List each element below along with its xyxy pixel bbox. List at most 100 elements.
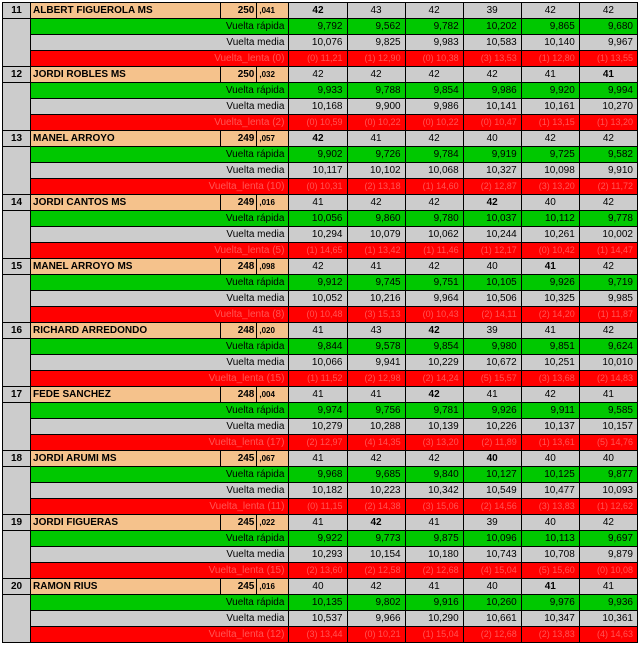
- slow-lap-value: (2) 14,24: [405, 371, 463, 387]
- slow-lap-value: (4) 14,35: [347, 435, 405, 451]
- slow-lap-value: (5) 15,57: [463, 371, 521, 387]
- total-laps: 245: [221, 451, 257, 467]
- avg-lap-value: 9,966: [347, 611, 405, 627]
- fast-lap-value: 9,719: [579, 275, 637, 291]
- fast-lap-value: 9,980: [463, 339, 521, 355]
- total-laps: 248: [221, 387, 257, 403]
- heat-lap-count: 40: [463, 259, 521, 275]
- slow-lap-label: Vuelta_lenta (8): [31, 307, 289, 323]
- fast-lap-value: 9,788: [347, 83, 405, 99]
- slow-lap-value: (2) 12,97: [289, 435, 347, 451]
- slow-lap-value: (2) 13,83: [521, 627, 579, 643]
- total-laps: 250: [221, 67, 257, 83]
- heat-lap-count: 42: [579, 515, 637, 531]
- avg-lap-value: 10,068: [405, 163, 463, 179]
- driver-name: ALBERT FIGUEROLA MS: [31, 3, 221, 19]
- fast-lap-value: 9,624: [579, 339, 637, 355]
- slow-lap-value: (0) 10,59: [289, 115, 347, 131]
- fast-lap-value: 9,922: [289, 531, 347, 547]
- slow-lap-value: (1) 12,62: [579, 499, 637, 515]
- fast-lap-value: 9,726: [347, 147, 405, 163]
- slow-lap-value: (2) 14,38: [347, 499, 405, 515]
- heat-lap-count: 41: [521, 259, 579, 275]
- total-decimal: ,041: [257, 3, 289, 19]
- avg-lap-value: 10,180: [405, 547, 463, 563]
- heat-lap-count: 39: [463, 3, 521, 19]
- heat-lap-count: 41: [463, 387, 521, 403]
- fast-lap-value: 9,919: [463, 147, 521, 163]
- slow-lap-value: (0) 10,08: [579, 563, 637, 579]
- avg-lap-value: 10,293: [289, 547, 347, 563]
- fast-lap-label: Vuelta rápida: [31, 467, 289, 483]
- fast-lap-label: Vuelta rápida: [31, 19, 289, 35]
- avg-lap-value: 10,661: [463, 611, 521, 627]
- avg-lap-value: 10,117: [289, 163, 347, 179]
- heat-lap-count: 42: [405, 387, 463, 403]
- fast-lap-value: 9,912: [289, 275, 347, 291]
- position-cell: 13: [3, 131, 31, 147]
- slow-lap-value: (3) 13,44: [289, 627, 347, 643]
- fast-lap-value: 9,968: [289, 467, 347, 483]
- spacer: [3, 275, 31, 323]
- fast-lap-value: 9,802: [347, 595, 405, 611]
- heat-lap-count: 41: [289, 195, 347, 211]
- slow-lap-value: (1) 12,90: [347, 51, 405, 67]
- slow-lap-value: (1) 14,60: [405, 179, 463, 195]
- avg-lap-value: 10,102: [347, 163, 405, 179]
- spacer: [3, 339, 31, 387]
- fast-lap-value: 9,926: [463, 403, 521, 419]
- fast-lap-value: 9,860: [347, 211, 405, 227]
- avg-lap-value: 10,506: [463, 291, 521, 307]
- heat-lap-count: 41: [289, 323, 347, 339]
- slow-lap-value: (1) 13,15: [521, 115, 579, 131]
- total-laps: 249: [221, 131, 257, 147]
- slow-lap-value: (1) 12,80: [521, 51, 579, 67]
- heat-lap-count: 42: [579, 323, 637, 339]
- spacer: [3, 467, 31, 515]
- heat-lap-count: 41: [405, 579, 463, 595]
- slow-lap-value: (2) 12,58: [347, 563, 405, 579]
- slow-lap-label: Vuelta_lenta (17): [31, 435, 289, 451]
- total-decimal: ,020: [257, 323, 289, 339]
- fast-lap-value: 10,260: [463, 595, 521, 611]
- slow-lap-value: (3) 15,13: [347, 307, 405, 323]
- slow-lap-value: (0) 10,21: [347, 627, 405, 643]
- fast-lap-value: 9,851: [521, 339, 579, 355]
- fast-lap-value: 9,562: [347, 19, 405, 35]
- fast-lap-label: Vuelta rápida: [31, 275, 289, 291]
- driver-name: FEDE SANCHEZ: [31, 387, 221, 403]
- avg-lap-value: 9,879: [579, 547, 637, 563]
- position-cell: 11: [3, 3, 31, 19]
- avg-lap-value: 10,549: [463, 483, 521, 499]
- heat-lap-count: 42: [579, 195, 637, 211]
- total-decimal: ,067: [257, 451, 289, 467]
- heat-lap-count: 40: [463, 131, 521, 147]
- total-laps: 248: [221, 259, 257, 275]
- fast-lap-value: 9,916: [405, 595, 463, 611]
- avg-lap-value: 9,964: [405, 291, 463, 307]
- spacer: [3, 403, 31, 451]
- slow-lap-value: (0) 10,48: [289, 307, 347, 323]
- slow-lap-value: (2) 14,20: [521, 307, 579, 323]
- slow-lap-value: (2) 14,11: [463, 307, 521, 323]
- heat-lap-count: 42: [579, 131, 637, 147]
- heat-lap-count: 42: [521, 387, 579, 403]
- total-decimal: ,098: [257, 259, 289, 275]
- avg-lap-value: 9,967: [579, 35, 637, 51]
- fast-lap-value: 9,697: [579, 531, 637, 547]
- driver-name: MANEL ARROYO MS: [31, 259, 221, 275]
- fast-lap-value: 10,202: [463, 19, 521, 35]
- slow-lap-value: (5) 14,76: [579, 435, 637, 451]
- avg-lap-value: 10,062: [405, 227, 463, 243]
- slow-lap-value: (1) 11,46: [405, 243, 463, 259]
- total-decimal: ,022: [257, 515, 289, 531]
- avg-lap-value: 10,290: [405, 611, 463, 627]
- heat-lap-count: 42: [347, 451, 405, 467]
- heat-lap-count: 42: [405, 3, 463, 19]
- slow-lap-value: (2) 12,68: [405, 563, 463, 579]
- slow-lap-value: (1) 13,42: [347, 243, 405, 259]
- avg-lap-value: 10,223: [347, 483, 405, 499]
- position-cell: 20: [3, 579, 31, 595]
- position-cell: 12: [3, 67, 31, 83]
- avg-lap-value: 10,079: [347, 227, 405, 243]
